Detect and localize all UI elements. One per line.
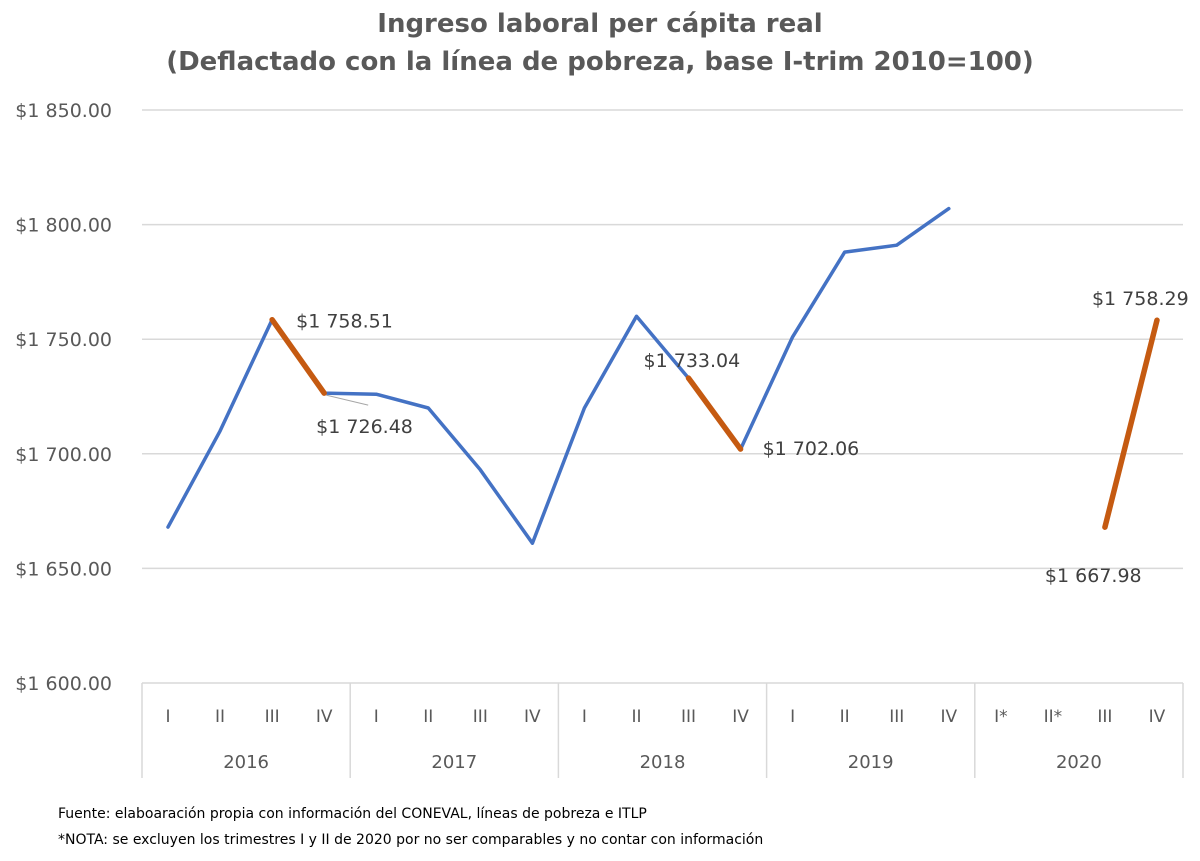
y-axis: $1 600.00 $1 650.00 $1 700.00 $1 750.00 $1 8… xyxy=(15,100,112,695)
y-tick-label: $1 750.00 xyxy=(15,329,112,351)
x-tick-label: II xyxy=(423,707,433,727)
x-tick-label: I xyxy=(374,707,379,727)
leader-line xyxy=(326,394,369,406)
year-label: 2017 xyxy=(431,752,477,773)
series-lines xyxy=(166,206,1160,545)
chart-title: Ingreso laboral per cápita real (Deflacta… xyxy=(166,9,1034,77)
x-tick-label: III xyxy=(889,707,904,727)
x-axis: I II III IV I II III IV I II III IV I II III IV I* II* III… xyxy=(141,683,1184,778)
grid-lines xyxy=(142,109,1183,684)
y-tick-label: $1 700.00 xyxy=(15,444,112,466)
x-tick-label: II xyxy=(215,707,225,727)
year-label: 2016 xyxy=(223,752,269,773)
x-tick-label: III xyxy=(473,707,488,727)
x-tick-label: II xyxy=(840,707,850,727)
x-tick-label: III xyxy=(681,707,696,727)
y-tick-label: $1 650.00 xyxy=(15,558,112,580)
year-label: 2019 xyxy=(848,752,894,773)
x-tick-label: I xyxy=(582,707,587,727)
data-label: $1 726.48 xyxy=(316,416,413,438)
x-tick-label: IV xyxy=(940,707,957,727)
x-tick-label: II xyxy=(631,707,641,727)
x-tick-label: II* xyxy=(1044,707,1063,727)
chart-title-line: Ingreso laboral per cápita real xyxy=(377,9,822,39)
highlight-segment xyxy=(685,375,744,452)
data-label: $1 733.04 xyxy=(644,350,741,372)
series-line-main xyxy=(166,206,951,545)
x-tick-label: IV xyxy=(524,707,541,727)
x-tick-label: III xyxy=(1097,707,1112,727)
note-footnote: *NOTA: se excluyen los trimestres I y II… xyxy=(58,832,764,848)
year-label: 2018 xyxy=(640,752,686,773)
highlight-segment xyxy=(1102,317,1160,530)
chart-title-line: (Deflactado con la línea de pobreza, bas… xyxy=(166,47,1034,77)
data-label: $1 758.29 xyxy=(1092,288,1189,310)
data-labels: $1 758.51 $1 726.48 $1 733.04 $1 702.06 $1 6… xyxy=(296,288,1189,587)
y-tick-label: $1 850.00 xyxy=(15,100,112,122)
highlight-segment xyxy=(269,316,327,396)
x-tick-label: IV xyxy=(316,707,333,727)
x-tick-label: III xyxy=(265,707,280,727)
x-tick-label: I xyxy=(166,707,171,727)
x-tick-label: I* xyxy=(994,707,1008,727)
x-tick-label: IV xyxy=(1149,707,1166,727)
x-tick-label: I xyxy=(790,707,795,727)
source-footnote: Fuente: elaboaración propia con informac… xyxy=(58,806,647,822)
year-label: 2020 xyxy=(1056,752,1102,773)
y-tick-label: $1 800.00 xyxy=(15,215,112,237)
data-label: $1 667.98 xyxy=(1045,565,1142,587)
data-label: $1 702.06 xyxy=(763,438,860,460)
label-leaders xyxy=(326,394,369,406)
x-tick-label: IV xyxy=(732,707,749,727)
data-label: $1 758.51 xyxy=(296,311,393,333)
y-tick-label: $1 600.00 xyxy=(15,673,112,695)
